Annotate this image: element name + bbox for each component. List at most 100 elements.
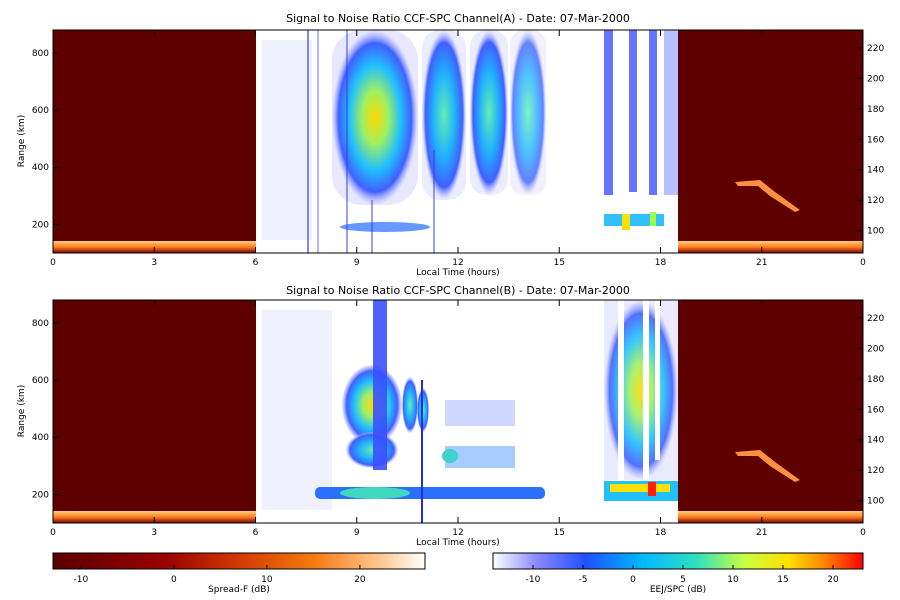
- panel-b-xlabel: Local Time (hours): [416, 538, 499, 548]
- x-tick-label: 3: [151, 258, 157, 268]
- y-tick-label: 200: [32, 490, 49, 500]
- panel-a-spreadf-right-band: [678, 241, 863, 253]
- eej-blob: [332, 30, 418, 205]
- colorbar-tick-label: 20: [354, 575, 366, 585]
- panel-a-title: Signal to Noise Ratio CCF-SPC Channel(A)…: [286, 12, 630, 25]
- panel-b-spreadf-right: [678, 300, 863, 523]
- eej-evening-layer-peak: [648, 482, 656, 496]
- panel-a: Signal to Noise Ratio CCF-SPC Channel(A)…: [17, 12, 884, 278]
- y2-tick-label: 120: [867, 466, 884, 476]
- y2-tick-label: 200: [867, 74, 884, 84]
- colorbar-spreadf-label: Spread-F (dB): [208, 585, 270, 595]
- x-tick-label: 6: [253, 528, 259, 538]
- panel-b-ylabel: Range (km): [17, 385, 27, 437]
- panel-a-y2-axis: 100 120 140 160 180 200 220: [857, 44, 884, 237]
- panel-a-spreadf-left: [53, 30, 256, 253]
- x-tick-label: 0: [50, 528, 56, 538]
- y-tick-label: 400: [32, 163, 49, 173]
- eej-evening-layer-core: [622, 214, 630, 230]
- colorbar-tick-label: -10: [526, 575, 541, 585]
- y2-tick-label: 140: [867, 166, 884, 176]
- panel-b-y2-axis: 100 120 140 160 180 200 220: [857, 314, 884, 507]
- x-tick-label: 0: [860, 258, 866, 268]
- x-tick-label: 6: [253, 258, 259, 268]
- eej-evening-column: [629, 30, 637, 192]
- panel-a-spreadf-streak: [735, 180, 800, 212]
- x-tick-label: 15: [554, 258, 565, 268]
- colorbar-spreadf-bar: [52, 552, 426, 570]
- colorbar-spreadf: -10 0 10 20 Spread-F (dB): [52, 552, 426, 595]
- y2-tick-label: 100: [867, 497, 884, 507]
- eej-band: [445, 400, 515, 426]
- eej-lower-layer-core: [340, 487, 410, 499]
- eej-blob: [470, 30, 508, 195]
- eej-blob: [402, 377, 418, 433]
- colorbar-tick-label: 0: [171, 575, 177, 585]
- panel-b-y-axis: 200 400 600 800: [32, 319, 59, 500]
- y2-tick-label: 180: [867, 105, 884, 115]
- y2-tick-label: 220: [867, 314, 884, 324]
- eej-evening-region: [604, 300, 678, 480]
- panel-a-xlabel: Local Time (hours): [416, 268, 499, 278]
- y2-tick-label: 160: [867, 135, 884, 145]
- panel-a-y-axis: 200 400 600 800: [32, 49, 59, 230]
- x-tick-label: 21: [756, 528, 767, 538]
- panel-b-spreadf-left: [53, 300, 256, 523]
- eej-evening-layer-core: [650, 212, 656, 226]
- x-tick-label: 21: [756, 258, 767, 268]
- colorbar-tick-label: -10: [74, 575, 89, 585]
- eej-evening-column: [649, 30, 657, 195]
- panel-b-spreadf-streak: [735, 450, 800, 482]
- y-tick-label: 800: [32, 319, 49, 329]
- eej-lower-layer: [340, 222, 430, 232]
- panel-b: Signal to Noise Ratio CCF-SPC Channel(B)…: [17, 284, 884, 548]
- eej-speckle: [262, 310, 332, 510]
- panel-a-spreadf-right: [678, 30, 863, 253]
- eej-evening-gap: [618, 300, 624, 480]
- colorbar-tick-label: 15: [777, 575, 788, 585]
- eej-evening-gap: [655, 300, 660, 460]
- y2-tick-label: 140: [867, 436, 884, 446]
- panel-b-spreadf-right-band: [678, 511, 863, 523]
- eej-speckle: [262, 40, 312, 240]
- eej-band: [445, 446, 515, 468]
- panel-b-x-axis: 0 3 6 9 12 15 18 21 0: [50, 300, 866, 538]
- eej-evening-layer-core: [610, 484, 670, 492]
- colorbar-tick-label: -5: [579, 575, 588, 585]
- colorbar-eej-ticks: -10 -5 0 5 10 15 20: [526, 565, 839, 585]
- y-tick-label: 200: [32, 220, 49, 230]
- x-tick-label: 3: [151, 528, 157, 538]
- colorbar-spreadf-ticks: -10 0 10 20: [74, 565, 366, 585]
- eej-blob: [346, 432, 398, 468]
- x-tick-label: 12: [452, 258, 463, 268]
- colorbar-eej-bar: [492, 552, 864, 570]
- eej-band-core: [442, 449, 458, 463]
- colorbar-tick-label: 0: [630, 575, 636, 585]
- colorbar-eej-label: EEJ/SPC (dB): [650, 585, 706, 595]
- x-tick-label: 18: [655, 258, 667, 268]
- eej-evening-column: [604, 30, 613, 195]
- y2-tick-label: 220: [867, 44, 884, 54]
- y2-tick-label: 100: [867, 227, 884, 237]
- colorbar-tick-label: 10: [261, 575, 273, 585]
- y-tick-label: 800: [32, 49, 49, 59]
- x-tick-label: 9: [354, 258, 360, 268]
- x-tick-label: 0: [50, 258, 56, 268]
- colorbar-tick-label: 20: [827, 575, 839, 585]
- panel-b-title: Signal to Noise Ratio CCF-SPC Channel(B)…: [286, 284, 630, 297]
- eej-blob: [422, 30, 466, 200]
- y2-tick-label: 200: [867, 344, 884, 354]
- eej-column: [373, 300, 387, 470]
- panel-a-x-axis: 0 3 6 9 12 15 18 21 0: [50, 30, 866, 268]
- y-tick-label: 400: [32, 433, 49, 443]
- eej-blob: [510, 30, 546, 195]
- colorbar-eej: -10 -5 0 5 10 15 20 EEJ/SPC (dB): [492, 552, 864, 595]
- colorbar-tick-label: 10: [727, 575, 739, 585]
- y-tick-label: 600: [32, 106, 49, 116]
- y2-tick-label: 160: [867, 405, 884, 415]
- panel-a-ylabel: Range (km): [17, 115, 27, 167]
- x-tick-label: 15: [554, 528, 565, 538]
- eej-evening-layer: [604, 214, 664, 226]
- x-tick-label: 18: [655, 528, 667, 538]
